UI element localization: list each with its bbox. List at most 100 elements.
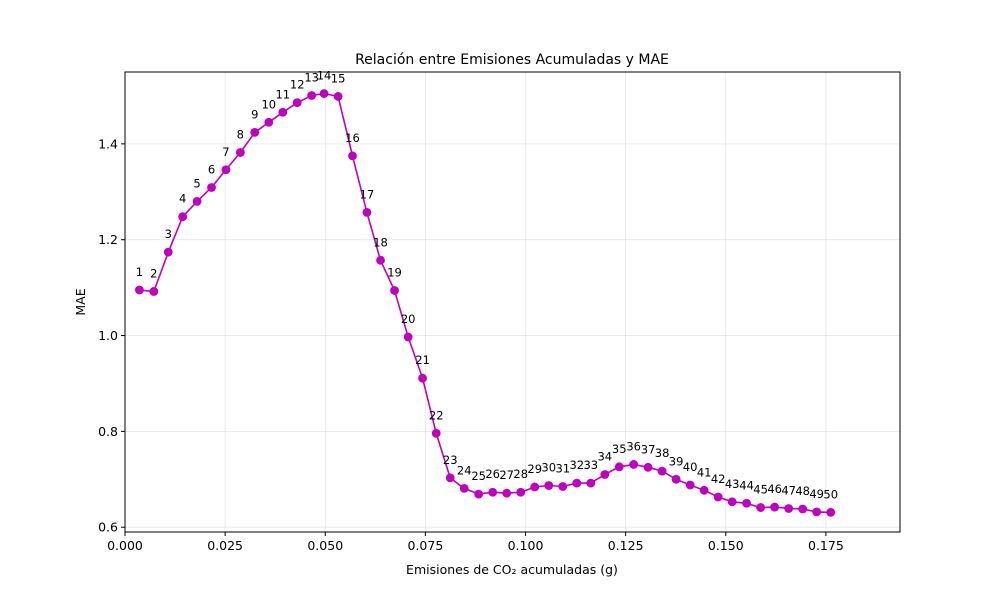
data-point (727, 497, 737, 507)
point-label: 36 (626, 439, 641, 453)
point-label: 46 (767, 482, 782, 496)
data-point (149, 287, 159, 296)
data-point (812, 507, 822, 517)
point-label: 3 (165, 227, 172, 241)
point-label: 19 (387, 266, 402, 280)
data-point (459, 483, 469, 493)
data-point (756, 503, 766, 512)
data-point (544, 481, 554, 490)
data-point (418, 373, 427, 383)
data-point (278, 107, 288, 117)
data-point (713, 492, 723, 502)
point-label: 41 (697, 465, 712, 479)
point-label: 37 (641, 442, 656, 456)
point-label: 20 (401, 312, 416, 326)
point-label: 25 (471, 469, 486, 483)
point-label: 26 (485, 467, 500, 481)
data-point (614, 462, 624, 472)
point-label: 23 (443, 453, 458, 467)
point-label: 16 (345, 131, 360, 145)
point-label: 44 (739, 478, 754, 492)
data-point (221, 165, 231, 175)
point-label: 34 (597, 450, 612, 464)
point-label: 2 (150, 266, 157, 280)
y-axis-label: MAE (73, 288, 88, 315)
y-tick-label: 0.8 (98, 424, 118, 439)
x-tick-label: 0.125 (608, 538, 644, 553)
point-label: 14 (317, 69, 332, 83)
data-point (699, 485, 709, 495)
point-label: 17 (360, 187, 375, 201)
data-point (516, 487, 526, 497)
point-label: 50 (823, 487, 838, 501)
point-label: 29 (527, 462, 542, 476)
point-label: 4 (179, 192, 186, 206)
y-axis: 0.6 0.8 1.0 1.2 1.4 (98, 136, 125, 535)
data-point (502, 488, 512, 498)
point-label: 38 (655, 446, 670, 460)
data-point (770, 502, 780, 512)
point-label: 49 (809, 487, 824, 501)
point-label: 5 (193, 176, 200, 190)
point-label: 6 (208, 162, 215, 176)
data-point (403, 332, 413, 342)
point-label: 1 (136, 265, 143, 279)
data-point (307, 91, 317, 100)
data-point (163, 247, 173, 257)
point-label: 33 (583, 458, 598, 472)
point-label: 47 (781, 484, 796, 498)
point-label: 12 (290, 78, 305, 92)
data-point (530, 482, 540, 492)
data-point (629, 460, 639, 469)
y-tick-label: 1.0 (98, 328, 118, 343)
point-label: 10 (261, 97, 276, 111)
data-point (264, 117, 274, 127)
data-point (488, 487, 498, 497)
point-label: 35 (612, 442, 627, 456)
data-point (474, 489, 484, 499)
point-label: 32 (569, 458, 584, 472)
point-label: 7 (222, 145, 229, 159)
point-label: 39 (669, 454, 684, 468)
point-label: 13 (304, 70, 319, 84)
point-label: 43 (725, 477, 740, 491)
y-tick-label: 0.6 (98, 520, 118, 535)
data-point (192, 196, 202, 206)
x-tick-label: 0.075 (407, 538, 443, 553)
point-label: 40 (683, 460, 698, 474)
data-point (671, 474, 681, 484)
data-point (390, 286, 399, 295)
data-point (250, 127, 260, 137)
point-label: 8 (237, 128, 244, 142)
point-label: 21 (415, 353, 430, 367)
point-label: 31 (555, 461, 570, 475)
point-label: 9 (251, 107, 258, 121)
data-point (784, 504, 794, 513)
data-point (742, 498, 752, 508)
data-point (348, 151, 357, 161)
x-tick-label: 0.175 (808, 538, 844, 553)
chart-title: Relación entre Emisiones Acumuladas y MA… (355, 52, 669, 68)
point-label: 42 (711, 472, 726, 486)
point-label: 18 (373, 235, 388, 249)
x-tick-label: 0.025 (207, 538, 243, 553)
data-point (292, 98, 302, 108)
data-point (643, 462, 653, 472)
plot-frame (124, 71, 901, 533)
data-point (657, 466, 667, 476)
point-label: 27 (499, 468, 514, 482)
data-point (207, 183, 216, 192)
data-point (445, 473, 455, 483)
data-point (826, 507, 836, 517)
data-point (333, 92, 343, 101)
data-point (376, 255, 385, 265)
point-label: 15 (331, 71, 346, 85)
x-axis-label: Emisiones de CO₂ acumuladas (g) (406, 562, 618, 577)
x-tick-label: 0.100 (508, 538, 544, 553)
x-tick-label: 0.050 (307, 538, 343, 553)
point-label: 11 (275, 87, 290, 101)
y-tick-label: 1.2 (98, 232, 118, 247)
